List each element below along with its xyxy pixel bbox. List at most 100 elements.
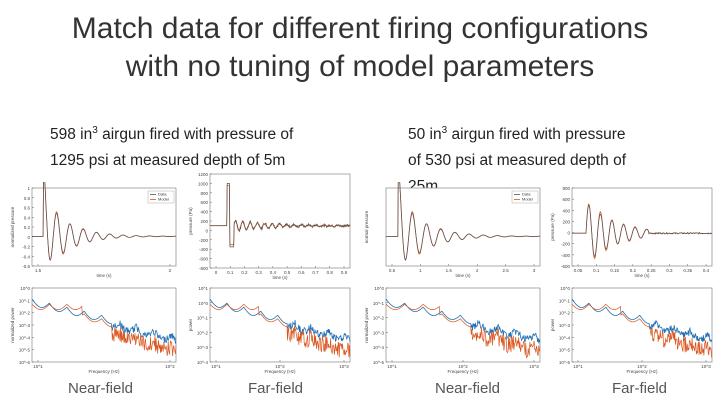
left-desc-pre: 598 in bbox=[50, 126, 93, 144]
x-tick-label: 0.5 bbox=[284, 270, 291, 275]
x-axis-label: Frequency (Hz) bbox=[626, 369, 658, 374]
y-tick-label: 400 bbox=[562, 208, 570, 213]
y-tick-label: 200 bbox=[562, 219, 570, 224]
y-tick-label: 10^-1 bbox=[19, 298, 31, 303]
x-tick-label: 0.5 bbox=[389, 268, 396, 273]
y-tick-label: 1000 bbox=[198, 181, 209, 186]
y-tick-label: 600 bbox=[562, 197, 570, 202]
chart-left-nearfield-spectrum: 10^0 10^-1 10^-2 10^-3 10^-4 10^-5 10^-610^1 10… bbox=[10, 286, 177, 374]
y-tick-label: -600 bbox=[561, 264, 571, 269]
plot-frame bbox=[571, 287, 713, 363]
x-tick-label: 10^2 bbox=[165, 364, 175, 369]
right-desc-sup: 3 bbox=[441, 125, 448, 136]
y-tick-label: 10^-1 bbox=[197, 316, 209, 321]
x-tick-label: 0.3 bbox=[256, 270, 263, 275]
y-tick-label: -200 bbox=[199, 238, 209, 243]
model-series-line bbox=[31, 298, 177, 344]
y-tick-label: 10^-4 bbox=[197, 360, 209, 365]
caption-left-nearfield: Near-field bbox=[68, 380, 134, 397]
right-description: 50 in3 airgun fired with pressure of 530… bbox=[408, 118, 626, 200]
data-series-line bbox=[210, 183, 351, 248]
y-tick-label: -0.4 bbox=[22, 254, 30, 259]
x-tick-label: 10^3 bbox=[701, 364, 711, 369]
plot-frame bbox=[571, 187, 713, 267]
y-tick-label: 10^-1 bbox=[373, 301, 385, 306]
x-tick-label: 10^2 bbox=[637, 364, 647, 369]
data-series-line bbox=[209, 303, 351, 358]
chart-left-farfield-time: 1200 1000 800 600 400 200 0 -200 -400 -600 -800 0 0.… bbox=[188, 172, 351, 280]
chart-left-nearfield-time: 1 0.8 0.6 0.4 0.2 0 -0.2 -0.4 -0.6 1.5 2 time (s) no… bbox=[10, 182, 177, 278]
y-tick-label: 400 bbox=[200, 210, 208, 215]
legend-box bbox=[511, 190, 539, 204]
slide-title-line2: with no tuning of model parameters bbox=[125, 50, 595, 83]
left-description: 598 in3 airgun fired with pressure of 12… bbox=[50, 118, 293, 174]
y-tick-label: 1 bbox=[27, 186, 30, 191]
y-tick-label: 10^-2 bbox=[19, 311, 31, 316]
x-tick-label: 0.2 bbox=[241, 270, 248, 275]
y-axis-label: power bbox=[188, 318, 193, 331]
y-tick-label: 10^-2 bbox=[559, 311, 571, 316]
y-tick-label: 0 bbox=[567, 231, 570, 236]
caption-left-farfield: Far-field bbox=[248, 380, 304, 397]
y-axis-label: power bbox=[550, 318, 555, 331]
y-tick-label: 600 bbox=[200, 200, 208, 205]
chart-right-nearfield-time: 0.5 1 1.5 2 2.5 3 time (s) normal pressure DataM… bbox=[364, 182, 541, 278]
y-axis-label: normalized power bbox=[364, 307, 369, 343]
slide-title-line1: Match data for different firing configur… bbox=[71, 12, 649, 45]
x-tick-label: 0 bbox=[215, 270, 218, 275]
left-desc-line2: 1295 psi at measured depth of 5m bbox=[50, 152, 286, 170]
y-tick-label: 10^-2 bbox=[373, 316, 385, 321]
legend-entry: Data bbox=[158, 192, 167, 197]
x-axis-label: Frequency (Hz) bbox=[264, 369, 296, 374]
y-axis-label: normalized power bbox=[10, 307, 15, 343]
x-tick-label: 0.35 bbox=[683, 268, 692, 273]
plot-frame bbox=[209, 173, 351, 269]
x-tick-label: 10^1 bbox=[33, 364, 43, 369]
model-series-line bbox=[385, 298, 541, 344]
right-desc-post: airgun fired with pressure bbox=[447, 126, 626, 144]
y-tick-label: 10^-5 bbox=[19, 348, 31, 353]
chart-left-farfield-spectrum: 10^110^010^-110^-210^-310^-410^1 10^2 10^3… bbox=[188, 286, 351, 374]
y-axis-label: normal pressure bbox=[364, 210, 369, 243]
y-tick-label: 10^0 bbox=[374, 286, 384, 291]
data-series-line bbox=[31, 303, 177, 357]
right-desc-line2: of 530 psi at measured depth of bbox=[408, 152, 627, 170]
y-axis-label: pressure (Pa) bbox=[188, 207, 193, 235]
x-tick-label: 10^1 bbox=[573, 364, 583, 369]
legend-box bbox=[147, 190, 175, 204]
y-tick-label: 10^-3 bbox=[373, 330, 385, 335]
y-tick-label: 800 bbox=[562, 186, 570, 191]
y-tick-label: 10^-6 bbox=[19, 360, 31, 365]
x-tick-label: 0.15 bbox=[610, 268, 619, 273]
y-tick-label: -600 bbox=[199, 257, 209, 262]
x-tick-label: 2 bbox=[169, 268, 172, 273]
y-axis-label: pressure (Pa) bbox=[550, 213, 555, 241]
y-tick-label: -400 bbox=[561, 253, 571, 258]
y-tick-label: -200 bbox=[561, 242, 571, 247]
y-tick-label: 0.2 bbox=[24, 225, 31, 230]
x-tick-label: 0.1 bbox=[227, 270, 234, 275]
x-axis-label: time (s) bbox=[635, 273, 651, 278]
y-axis-label: normalized pressure bbox=[10, 206, 15, 247]
chart-right-farfield-spectrum: 10^0 10^-1 10^-2 10^-3 10^-4 10^-5 10^-610^1 10… bbox=[550, 286, 713, 374]
y-tick-label: 10^-6 bbox=[559, 360, 571, 365]
y-tick-label: 10^-3 bbox=[559, 323, 571, 328]
x-tick-label: 0.9 bbox=[341, 270, 348, 275]
caption-right-nearfield: Near-field bbox=[435, 380, 501, 397]
y-tick-label: 10^-3 bbox=[197, 345, 209, 350]
x-tick-label: 1.5 bbox=[446, 268, 453, 273]
plot-frame bbox=[385, 287, 541, 363]
right-desc-pre: 50 in bbox=[408, 126, 442, 144]
y-tick-label: 10^-5 bbox=[373, 360, 385, 365]
y-tick-label: 1200 bbox=[198, 172, 209, 177]
y-tick-label: -0.6 bbox=[22, 264, 30, 269]
x-tick-label: 10^3 bbox=[339, 364, 349, 369]
y-tick-label: 10^1 bbox=[198, 286, 208, 291]
legend-entry: Model bbox=[522, 197, 533, 202]
y-tick-label: 10^-1 bbox=[559, 298, 571, 303]
x-tick-label: 0.1 bbox=[593, 268, 600, 273]
chart-right-nearfield-spectrum: 10^0 10^-1 10^-2 10^-3 10^-4 10^-510^1 10^2 10^… bbox=[364, 286, 541, 374]
data-series-line bbox=[32, 182, 176, 261]
x-axis-label: Frequency (Hz) bbox=[88, 369, 120, 374]
